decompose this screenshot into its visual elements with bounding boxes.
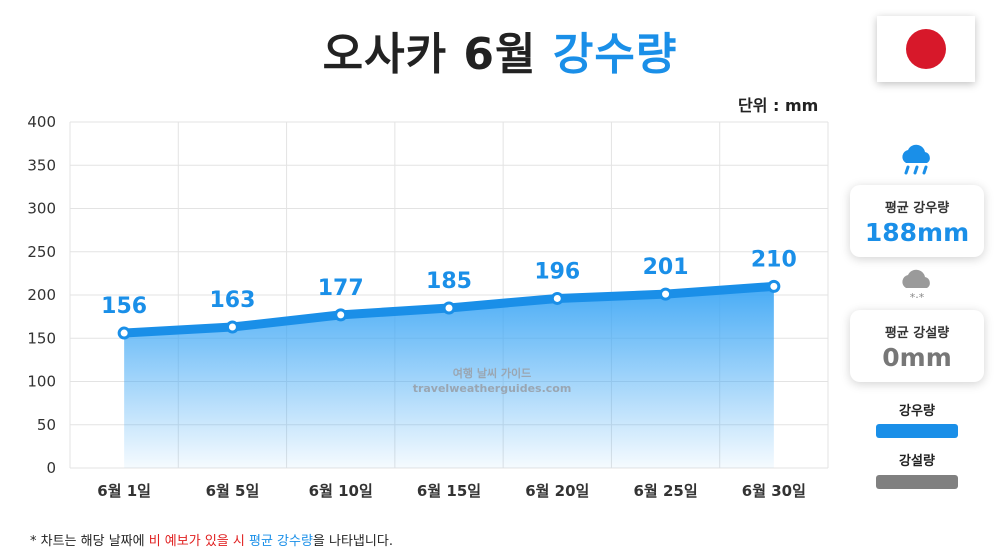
data-points [117,279,781,340]
x-tick-label: 6월 15일 [417,482,481,500]
data-label: 177 [318,276,364,301]
footnote-suffix: 을 나타냅니다. [312,534,393,549]
footnote: * 차트는 해당 날짜에 비 예보가 있을 시 평균 강수량을 나타냅니다. [30,530,393,549]
data-label: 201 [643,255,689,280]
x-tick-label: 6월 5일 [206,482,260,500]
legend-snow-label: 강설량 [899,454,935,469]
avg-rainfall-value: 188mm [864,218,970,247]
avg-snowfall-value: 0mm [882,343,952,372]
footnote-blue: 평균 강수량 [248,534,313,549]
y-tick-label: 0 [46,459,56,477]
y-tick-label: 250 [27,243,56,261]
y-axis-ticks: 0 50 100 150 200 250 300 350 400 [27,113,56,477]
rainfall-chart: 0 50 100 150 200 250 300 350 400 6월 1일 6월 5일 6월 10… [27,113,829,500]
data-labels: 156 163 177 185 196 201 210 [101,247,797,319]
y-tick-label: 150 [27,329,56,347]
x-tick-label: 6월 20일 [525,482,589,500]
data-label: 185 [426,269,472,294]
y-tick-label: 350 [27,156,56,174]
title-main: 오사카 6월 [322,29,537,80]
svg-text:*‧*: *‧* [910,291,925,302]
data-point [442,301,456,315]
avg-snowfall-label: 평균 강설량 [884,326,950,341]
avg-rainfall-card: 평균 강우량 188mm [850,185,984,257]
avg-rainfall-label: 평균 강우량 [884,201,950,216]
data-point [659,287,673,301]
y-tick-label: 200 [27,286,56,304]
legend-rain-swatch [876,424,958,438]
y-tick-label: 100 [27,373,56,391]
y-tick-label: 300 [27,200,56,218]
x-tick-label: 6월 1일 [97,482,151,500]
x-tick-label: 6월 10일 [309,482,373,500]
x-tick-label: 6월 30일 [742,482,806,500]
x-tick-label: 6월 25일 [634,482,698,500]
title-highlight: 강수량 [552,29,678,80]
x-axis-ticks: 6월 1일 6월 5일 6월 10일 6월 15일 6월 20일 6월 25일 6월 30일 [97,482,806,500]
japan-flag-icon [877,16,975,82]
footnote-red: 비 예보가 있을 시 [148,534,245,549]
data-label: 156 [101,294,147,319]
data-point [225,320,239,334]
data-point [550,291,564,305]
watermark-url: travelweatherguides.com [413,382,572,395]
avg-snowfall-card: 평균 강설량 0mm [850,310,984,382]
data-label: 210 [751,247,797,272]
data-label: 196 [534,259,580,284]
unit-label: 단위 : mm [738,96,819,115]
legend-snow-swatch [876,475,958,489]
footnote-prefix: * 차트는 해당 날짜에 [30,534,149,549]
data-label: 163 [209,288,255,313]
rain-cloud-icon [902,144,930,175]
y-tick-label: 50 [37,416,56,434]
snow-cloud-icon: *‧* [902,269,930,302]
data-point [334,308,348,322]
y-tick-label: 400 [27,113,56,131]
watermark-ko: 여행 날씨 가이드 [453,366,532,380]
data-point [117,326,131,340]
page-title: 오사카 6월 강수량 [0,18,1000,82]
legend-rain-label: 강우량 [899,404,935,419]
rainfall-area [124,286,774,468]
data-point [767,279,781,293]
